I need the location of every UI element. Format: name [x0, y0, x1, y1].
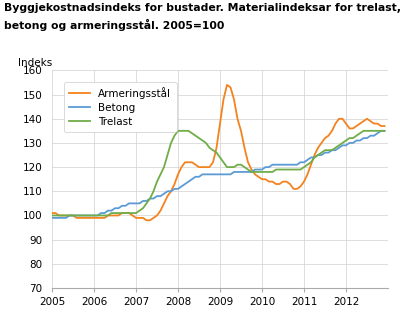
- Betong: [218, 172, 222, 176]
- Armeringsstål: [148, 218, 152, 222]
- Trelast: [50, 213, 54, 217]
- Text: Indeks: Indeks: [18, 58, 53, 68]
- Trelast: [176, 129, 180, 133]
- Legend: Armeringsstål, Betong, Trelast: Armeringsstål, Betong, Trelast: [64, 82, 176, 132]
- Betong: [95, 213, 100, 217]
- Trelast: [358, 131, 362, 135]
- Betong: [228, 172, 233, 176]
- Armeringsstål: [382, 124, 387, 128]
- Betong: [144, 199, 149, 203]
- Betong: [378, 129, 383, 133]
- Armeringsstål: [144, 218, 149, 222]
- Armeringsstål: [361, 119, 366, 123]
- Betong: [193, 175, 198, 179]
- Betong: [50, 216, 54, 220]
- Trelast: [382, 129, 387, 133]
- Armeringsstål: [235, 117, 240, 121]
- Text: Byggjekostnadsindeks for bustader. Materialindeksar for trelast,: Byggjekostnadsindeks for bustader. Mater…: [4, 3, 400, 13]
- Trelast: [221, 160, 226, 164]
- Armeringsstål: [221, 98, 226, 101]
- Armeringsstål: [196, 165, 201, 169]
- Betong: [382, 129, 387, 133]
- Trelast: [95, 213, 100, 217]
- Armeringsstål: [95, 216, 100, 220]
- Line: Betong: Betong: [52, 131, 384, 218]
- Trelast: [196, 136, 201, 140]
- Armeringsstål: [50, 211, 54, 215]
- Betong: [354, 139, 359, 142]
- Line: Trelast: Trelast: [52, 131, 384, 215]
- Trelast: [232, 165, 236, 169]
- Armeringsstål: [224, 83, 229, 87]
- Text: betong og armeringsstål. 2005=100: betong og armeringsstål. 2005=100: [4, 19, 224, 31]
- Line: Armeringsstål: Armeringsstål: [52, 85, 384, 220]
- Trelast: [144, 202, 149, 205]
